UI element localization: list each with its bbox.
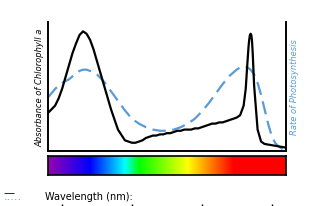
Y-axis label: Absorbance of Chlorophyll a: Absorbance of Chlorophyll a — [35, 28, 44, 146]
Y-axis label: Rate of Photosynthesis: Rate of Photosynthesis — [290, 39, 299, 135]
Text: —: — — [3, 188, 15, 198]
Text: ·····: ····· — [3, 194, 22, 204]
Text: Wavelength (nm):: Wavelength (nm): — [45, 191, 132, 201]
